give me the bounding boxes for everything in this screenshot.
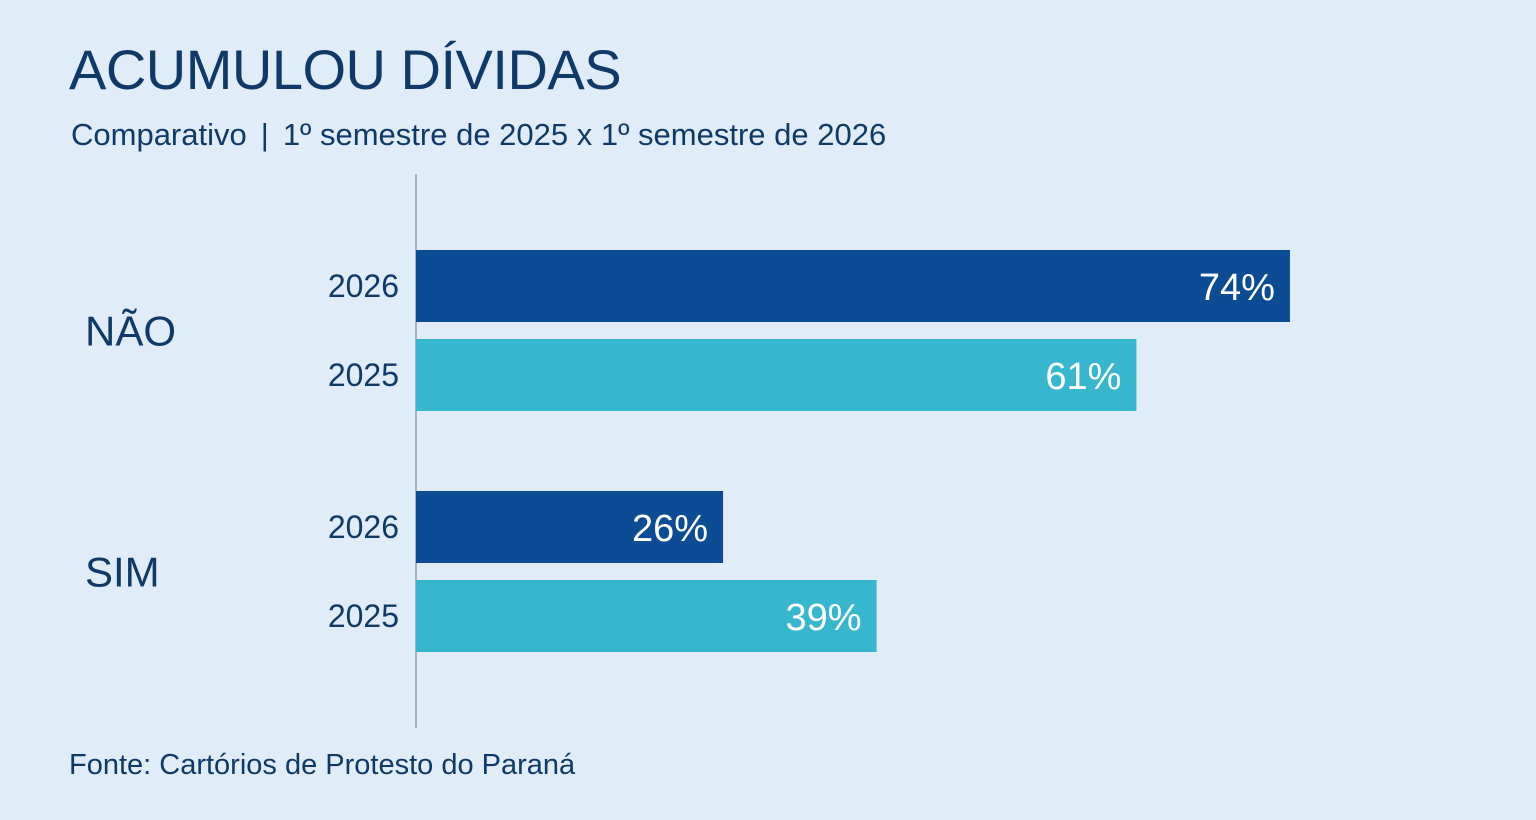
bar-2026 <box>416 491 724 563</box>
subtitle-comparativo: Comparativo <box>71 117 247 152</box>
year-label: 2026 <box>328 509 399 545</box>
bar-2025 <box>416 580 877 652</box>
source-note: Fonte: Cartórios de Protesto do Paraná <box>69 749 576 781</box>
bar-2026 <box>416 250 1290 322</box>
category-label: SIM <box>85 549 160 596</box>
year-label: 2025 <box>328 598 399 634</box>
bar-2025 <box>416 339 1137 411</box>
data-label: 61% <box>1045 356 1121 398</box>
category-label: NÃO <box>85 308 176 355</box>
data-label: 26% <box>632 508 708 550</box>
chart-marks: NÃO 2026 74% 2025 61% SIM 2026 26% 2025 39% <box>85 250 1290 652</box>
subtitle-separator: | <box>260 117 269 152</box>
data-label: 39% <box>786 597 862 639</box>
subtitle-period: 1º semestre de 2025 x 1º semestre de 202… <box>282 117 887 152</box>
year-label: 2026 <box>328 268 399 304</box>
data-label: 74% <box>1199 267 1275 309</box>
chart-title: ACUMULOU DÍVIDAS <box>69 38 622 101</box>
chart-subtitle: Comparativo | 1º semestre de 2025 x 1º sem… <box>71 117 886 153</box>
year-label: 2025 <box>328 357 399 393</box>
